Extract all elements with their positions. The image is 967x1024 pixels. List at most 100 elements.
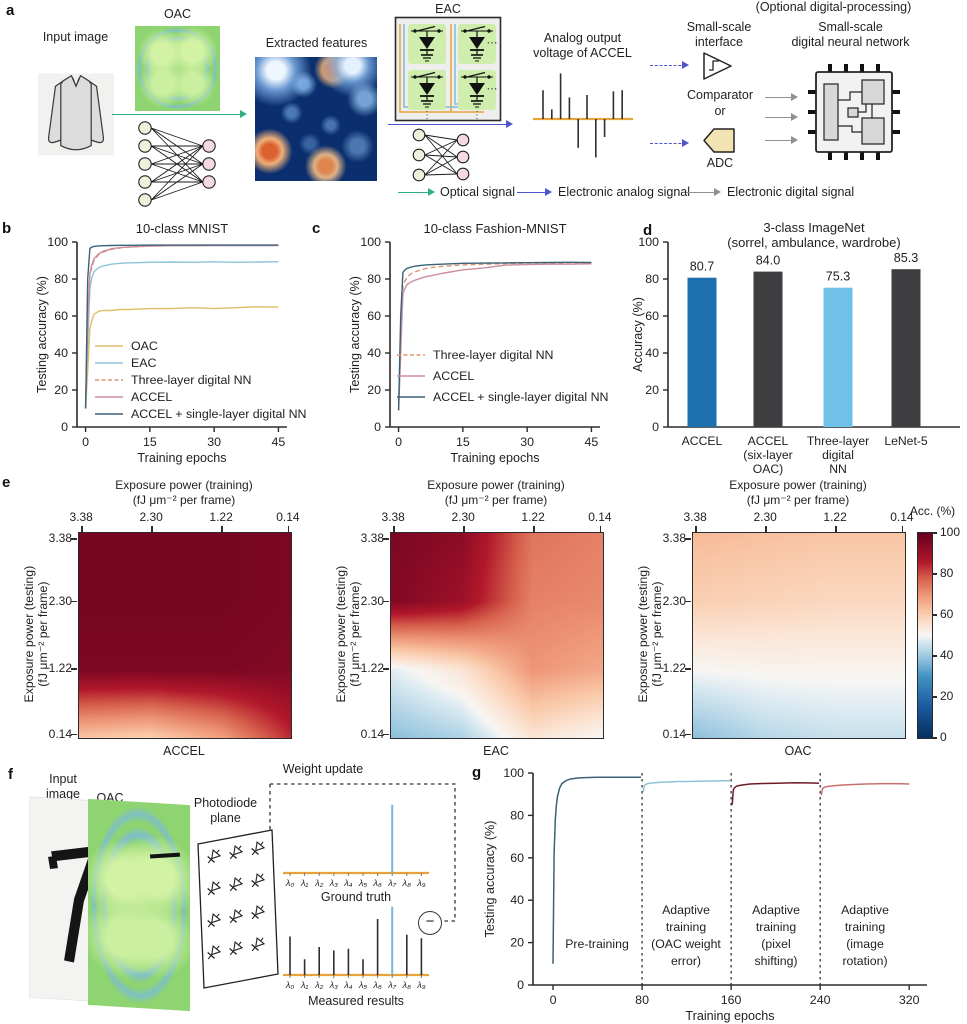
chart-title: 10-class MNIST — [136, 221, 229, 236]
hm-x-tickmark — [599, 526, 602, 532]
extracted-features-label: Extracted features — [265, 36, 368, 50]
bar-category-label: digital — [822, 448, 854, 462]
input-digit-plane — [30, 797, 126, 1003]
hm-y-tickmark — [685, 668, 691, 670]
hm-top-title-line1: Exposure power (training) — [427, 478, 565, 492]
y-tick-label: 20 — [367, 383, 381, 397]
scale-bar — [149, 852, 181, 859]
colorbar-title: Acc. (%) — [909, 504, 956, 518]
analog-output-line2: voltage of ACCEL — [533, 46, 632, 60]
hm-x-tick: 2.30 — [139, 510, 163, 524]
series-line — [84, 261, 279, 409]
digit-seven — [48, 845, 104, 963]
panel-letter-d: d — [643, 222, 653, 239]
series-line — [820, 782, 910, 796]
lambda-label: λ₅ — [358, 980, 368, 990]
or-label: or — [714, 104, 726, 118]
ellipsis-v: ⋮ — [422, 110, 432, 121]
hm-x-tick: 1.22 — [521, 510, 545, 524]
photodiode-icon — [251, 936, 266, 952]
lambda-label: λ₆ — [372, 980, 382, 990]
lambda-label: λ₅ — [358, 878, 368, 888]
hm-x-tickmark — [835, 526, 837, 532]
legend-digital-arrow — [686, 188, 721, 197]
neural-network-icon-large — [138, 121, 216, 207]
chart-title-line1: 3-class ImageNet — [763, 220, 865, 235]
hm-x-tickmark — [463, 526, 465, 532]
hm-y-tickmark — [685, 600, 691, 603]
colorbar-tickmark — [932, 614, 937, 616]
photodiode-plane — [197, 829, 279, 989]
chart-title-line2: (sorrel, ambulance, wardrobe) — [727, 235, 900, 250]
hm-subplot-name: ACCEL — [163, 744, 205, 758]
bar — [687, 277, 717, 427]
lambda-label: λ₉ — [416, 980, 426, 990]
ellipsis-h: ⋯ — [487, 83, 498, 95]
lambda-label: λ₄ — [343, 980, 353, 990]
phase-label: training — [845, 920, 885, 934]
y-tick-label: 100 — [47, 235, 68, 249]
bar-category-label: OAC) — [753, 462, 783, 476]
panel-letter-g: g — [472, 764, 482, 781]
y-tick-label: 60 — [645, 309, 659, 323]
analog-flow-arrow — [388, 120, 513, 129]
legend-label: ACCEL + single-layer digital NN — [433, 390, 609, 404]
measured-results-stem-plot: λ₀ λ₁ λ₂ λ₃ λ₄ λ₅ λ₆ λ₇ λ₈ λ₉ — [283, 906, 429, 990]
y-tick-label: 40 — [54, 346, 68, 360]
analog-output-stem-plot — [533, 73, 633, 158]
digital-arrow-1 — [765, 93, 798, 102]
legend-label: OAC — [131, 339, 158, 353]
y-tick-label: 40 — [367, 346, 381, 360]
lambda-label: λ₂ — [314, 878, 324, 888]
bar-category-label: (six-layer — [743, 448, 792, 462]
hm-y-tick: 2.30 — [360, 593, 384, 608]
hm-y-axis-label: Exposure power (testing) (fJ μm⁻² per fra… — [635, 565, 664, 703]
heatmap-canvas-accel — [78, 532, 292, 739]
y-tick-label: 20 — [645, 383, 659, 397]
x-axis-label: Training epochs — [685, 1009, 774, 1023]
hm-y-tick: 1.22 — [662, 661, 686, 676]
colorbar-tick: 100 — [940, 525, 961, 539]
ground-truth-label: Ground truth — [320, 890, 392, 904]
y-tick-label: 100 — [503, 766, 524, 780]
legend-label: Three-layer digital NN — [433, 348, 554, 362]
legend-optical-label: Optical signal — [440, 185, 516, 199]
hm-y-tick: 3.38 — [360, 531, 384, 546]
imagenet-bar-chart: 0 20 40 60 80 100 3-class ImageNet(sorrel, amb… — [631, 220, 960, 476]
x-tick-label: 45 — [585, 435, 599, 449]
hm-x-tick: 1.22 — [209, 510, 233, 524]
bar-value-label: 75.3 — [826, 270, 851, 284]
phase-label: Adaptive — [662, 903, 710, 917]
photodiode-icon — [229, 876, 244, 892]
mnist-accuracy-chart: 0 20 40 60 80 100 0 15 30 45 10-class MNIST Trainin… — [35, 221, 307, 465]
series-line — [552, 776, 641, 964]
adc-icon — [703, 128, 735, 153]
colorbar-tickmark — [932, 573, 937, 575]
photodiode-icon — [229, 940, 244, 956]
lambda-label: λ₆ — [372, 878, 382, 888]
dashed-analog-arrow-bottom — [650, 139, 689, 148]
heatmap-canvas-eac — [390, 532, 604, 739]
photodiode-line2: plane — [210, 811, 241, 825]
hm-x-tick: 0.14 — [588, 510, 612, 524]
hm-x-tick: 3.38 — [381, 510, 405, 524]
legend-digital-label: Electronic digital signal — [727, 185, 855, 199]
y-axis-label: Testing accuracy (%) — [348, 276, 362, 393]
phase-label: shifting) — [754, 954, 797, 968]
x-axis-label: Training epochs — [137, 451, 226, 465]
y-tick-label: 40 — [510, 893, 524, 907]
y-tick-label: 100 — [638, 235, 659, 249]
photodiode-icon — [207, 880, 222, 896]
phase-label: error) — [671, 954, 701, 968]
hm-y-tickmark — [71, 538, 77, 540]
optional-processing-label: (Optional digital-processing) — [755, 0, 912, 14]
heatmap-block-oac: Exposure power (training) (fJ μm⁻² per fr… — [614, 470, 914, 765]
colorbar-tick: 60 — [940, 607, 954, 621]
x-tick-label: 80 — [635, 993, 649, 1007]
series-line — [731, 782, 820, 805]
hm-top-title-line1: Exposure power (training) — [729, 478, 867, 492]
eac-circuit-diagram: ⋯ ⋯ ⋮ ⋮ — [394, 16, 502, 122]
lambda-label: λ₄ — [343, 878, 353, 888]
photodiode-icon — [229, 908, 244, 924]
x-tick-label: 240 — [810, 993, 831, 1007]
